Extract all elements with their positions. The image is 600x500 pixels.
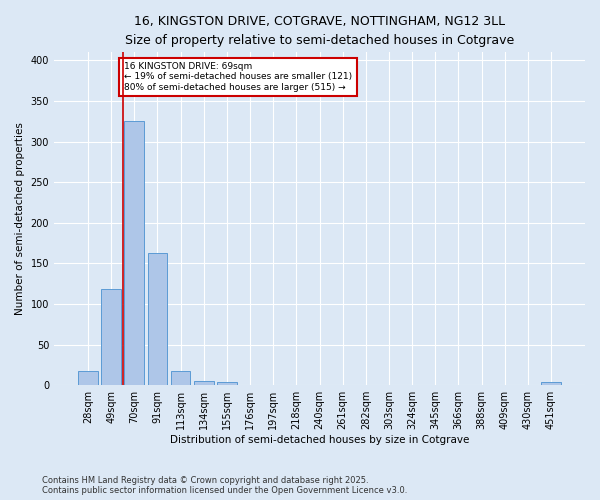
Bar [217,382,237,385]
Bar [124,120,144,385]
X-axis label: Distribution of semi-detached houses by size in Cotgrave: Distribution of semi-detached houses by … [170,435,469,445]
Bar [541,382,561,385]
Bar [171,370,190,385]
Bar [101,290,121,385]
Bar [78,370,98,385]
Bar [148,253,167,385]
Bar [194,381,214,385]
Text: Contains HM Land Registry data © Crown copyright and database right 2025.
Contai: Contains HM Land Registry data © Crown c… [42,476,407,495]
Y-axis label: Number of semi-detached properties: Number of semi-detached properties [15,122,25,315]
Text: 16 KINGSTON DRIVE: 69sqm
← 19% of semi-detached houses are smaller (121)
80% of : 16 KINGSTON DRIVE: 69sqm ← 19% of semi-d… [124,62,352,92]
Title: 16, KINGSTON DRIVE, COTGRAVE, NOTTINGHAM, NG12 3LL
Size of property relative to : 16, KINGSTON DRIVE, COTGRAVE, NOTTINGHAM… [125,15,514,47]
